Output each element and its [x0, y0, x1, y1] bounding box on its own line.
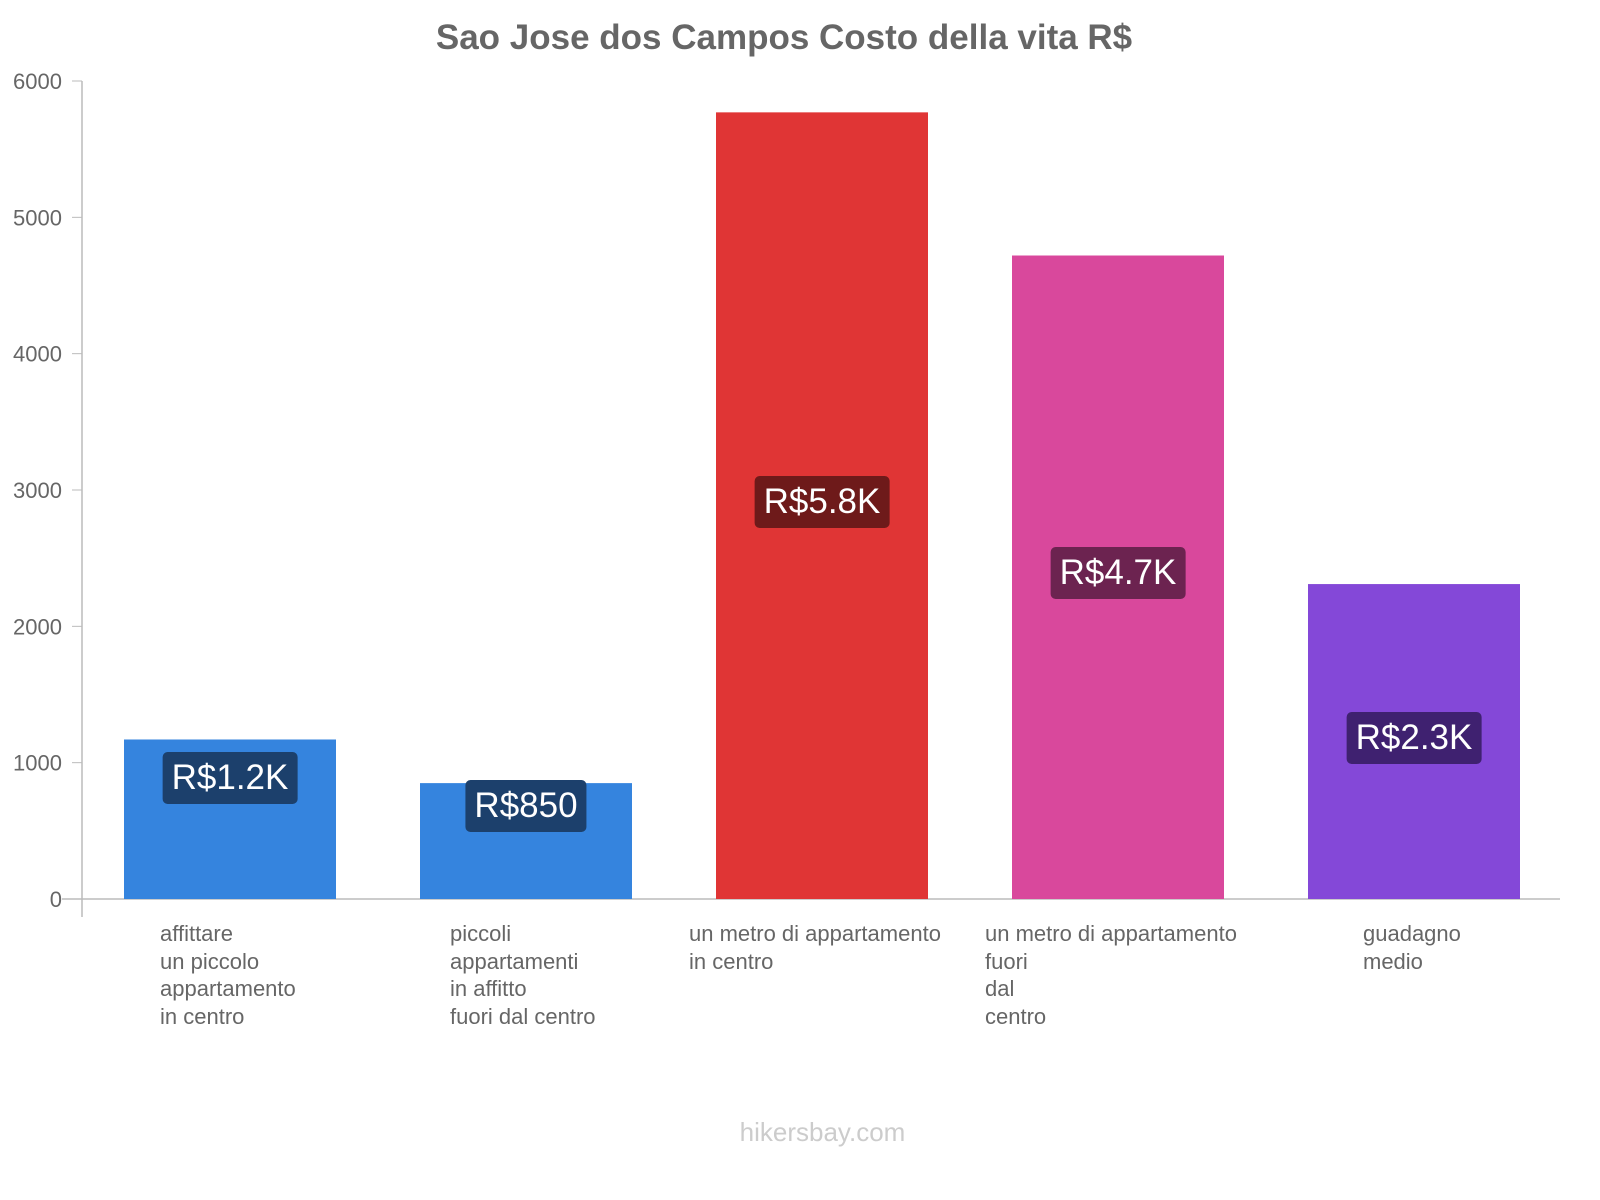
x-tick-label-line: piccoli	[450, 921, 512, 946]
x-tick-label-line: un metro di appartamento	[689, 921, 941, 946]
chart-title: Sao Jose dos Campos Costo della vita R$	[435, 18, 1133, 57]
value-label: R$5.8K	[754, 475, 890, 528]
x-tick-label-line: in centro	[689, 948, 774, 974]
value-label: R$2.3K	[1346, 711, 1482, 764]
x-tick-label-line: dal	[985, 976, 1015, 1001]
y-tick-label: 1000	[13, 751, 62, 776]
x-tick-label-line: in centro	[160, 1003, 245, 1029]
x-tick-label: affittare un piccolo appartamento in centro	[160, 920, 296, 1030]
y-tick-label: 2000	[13, 614, 62, 639]
value-label: R$1.2K	[162, 752, 298, 804]
y-tick-label: 4000	[13, 342, 62, 367]
x-tick-label-line: fuori	[985, 948, 1028, 974]
value-label: R$850	[465, 780, 587, 833]
x-tick-label-line: appartamento	[160, 976, 296, 1001]
x-tick-label-line: un piccolo	[160, 948, 260, 974]
x-tick-label-line: appartamenti	[450, 948, 579, 974]
x-tick-label: un metro di appartamento fuori dal centro	[985, 920, 1237, 1030]
x-tick-label: un metro di appartamento in centro	[689, 920, 941, 975]
y-tick-label: 6000	[13, 69, 62, 94]
x-tick-label-line: fuori dal centro	[450, 1003, 596, 1029]
value-label: R$4.7K	[1050, 547, 1186, 600]
x-tick-label: guadagno medio	[1363, 920, 1461, 975]
x-tick-label-line: affittare	[160, 921, 233, 946]
y-tick-label: 0	[50, 887, 62, 912]
x-tick-label-line: un metro di appartamento	[985, 921, 1237, 946]
y-tick-label: 5000	[13, 205, 62, 230]
y-tick-label: 3000	[13, 478, 62, 503]
x-tick-label: piccoli appartamenti in affitto fuori dal c…	[450, 920, 596, 1030]
x-tick-label-line: in affitto	[450, 976, 527, 1001]
x-tick-label-line: guadagno	[1363, 921, 1461, 946]
x-tick-label-line: centro	[985, 1003, 1047, 1029]
x-tick-label-line: medio	[1363, 948, 1423, 974]
watermark: hikersbay.com	[739, 1117, 906, 1147]
